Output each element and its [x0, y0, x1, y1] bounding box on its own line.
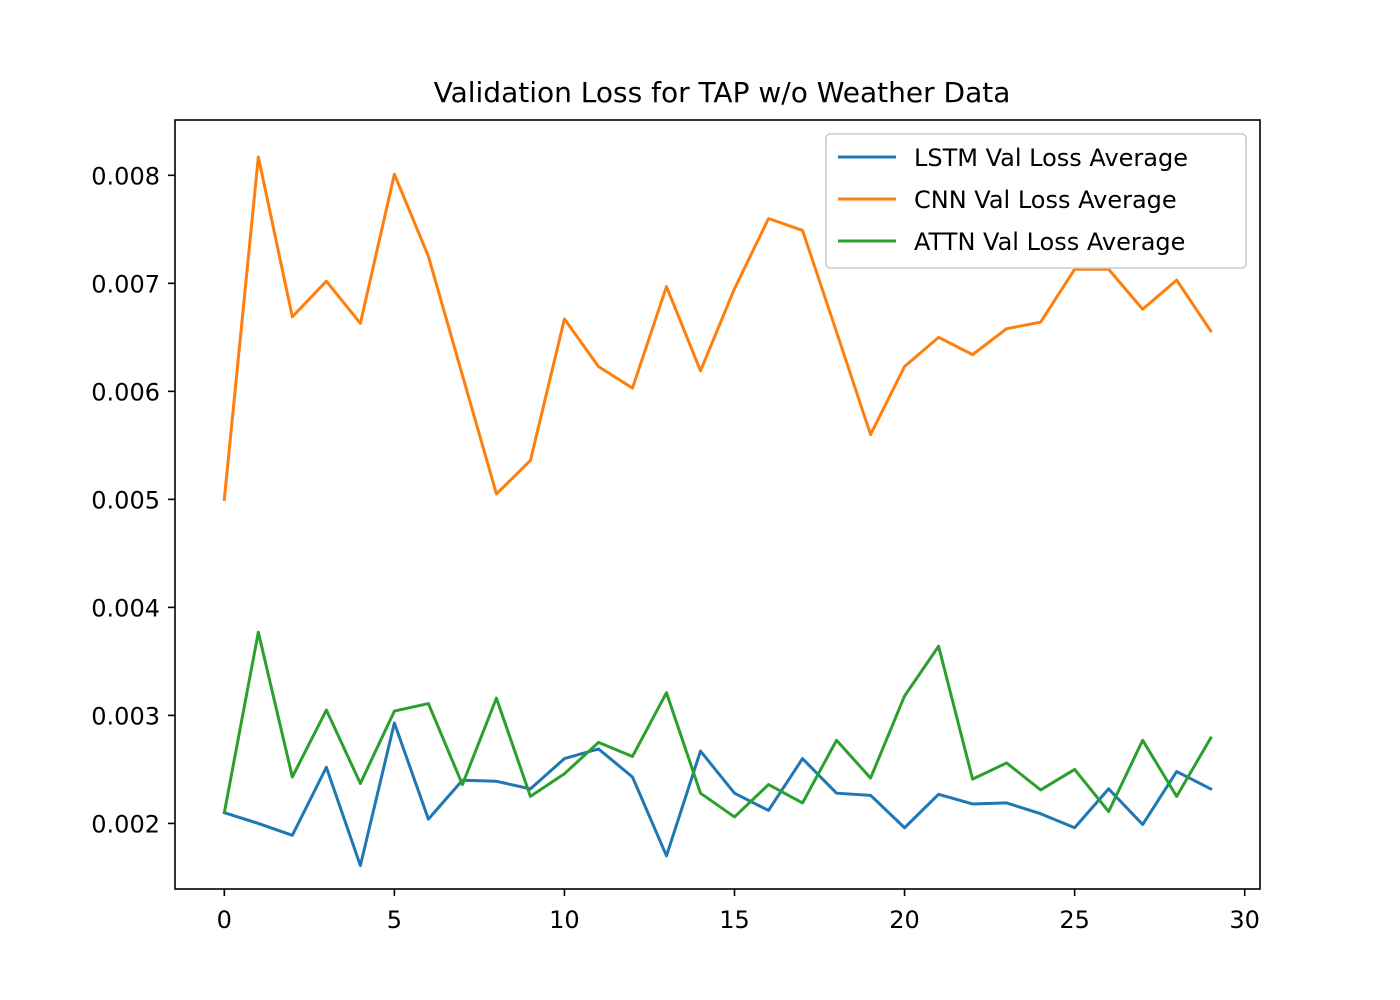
- chart-title: Validation Loss for TAP w/o Weather Data: [434, 76, 1011, 109]
- x-tick-label: 20: [889, 906, 920, 934]
- legend-label-attn: ATTN Val Loss Average: [914, 228, 1185, 256]
- y-tick-label: 0.004: [91, 594, 160, 622]
- y-axis: 0.002 0.003 0.004 0.005 0.006 0.007 0.008: [91, 162, 175, 838]
- y-tick-label: 0.003: [91, 702, 160, 730]
- legend-label-cnn: CNN Val Loss Average: [914, 186, 1177, 214]
- series-line-lstm: [222, 721, 1213, 868]
- y-tick-label: 0.007: [91, 270, 160, 298]
- series-line-attn: [222, 630, 1213, 819]
- y-tick-label: 0.008: [91, 162, 160, 190]
- y-tick-label: 0.006: [91, 378, 160, 406]
- y-tick-label: 0.005: [91, 486, 160, 514]
- legend-box: [825, 133, 1247, 269]
- series-layer: [222, 155, 1213, 868]
- x-tick-label: 15: [719, 906, 750, 934]
- x-tick-label: 30: [1229, 906, 1260, 934]
- x-axis: 0 5 10 15 20 25 30: [217, 889, 1260, 934]
- x-tick-label: 25: [1059, 906, 1090, 934]
- x-tick-label: 5: [387, 906, 402, 934]
- x-tick-label: 10: [549, 906, 580, 934]
- y-tick-label: 0.002: [91, 810, 160, 838]
- series-line-cnn: [222, 155, 1213, 502]
- axes-frame: [174, 119, 1261, 890]
- legend: LSTM Val Loss Average CNN Val Loss Averag…: [825, 133, 1247, 269]
- legend-label-lstm: LSTM Val Loss Average: [914, 144, 1188, 172]
- x-tick-label: 0: [217, 906, 232, 934]
